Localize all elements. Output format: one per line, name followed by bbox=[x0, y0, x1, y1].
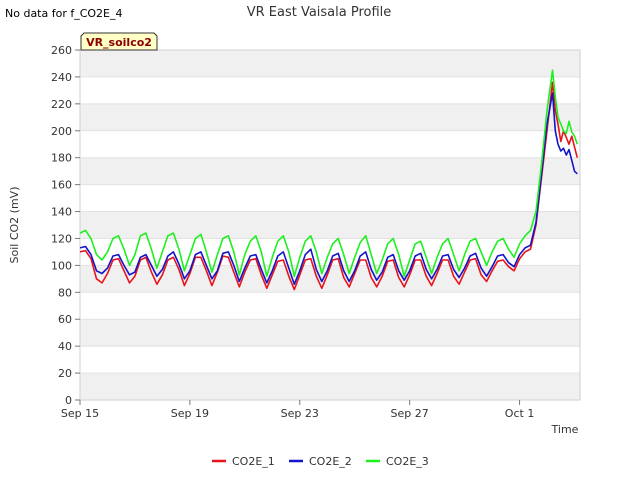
series-line-co2e_1 bbox=[79, 81, 579, 291]
y-axis-label: Soil CO2 (mV) bbox=[8, 187, 21, 264]
x-tick-label: Sep 15 bbox=[61, 407, 99, 420]
series-lines bbox=[79, 69, 579, 291]
series-line-co2e_2 bbox=[79, 92, 578, 286]
legend: CO2E_1 CO2E_2 CO2E_3 bbox=[212, 455, 429, 468]
grid-band bbox=[80, 319, 580, 347]
y-tick-label: 180 bbox=[51, 152, 72, 165]
x-axis-label: Time bbox=[551, 423, 579, 436]
y-tick-label: 100 bbox=[51, 259, 72, 272]
y-tick-label: 120 bbox=[51, 232, 72, 245]
y-tick-label: 260 bbox=[51, 44, 72, 57]
x-tick-label: Sep 19 bbox=[171, 407, 209, 420]
grid-band bbox=[80, 103, 580, 131]
legend-label: CO2E_1 bbox=[232, 455, 275, 468]
y-axis-ticks: 0 20 40 60 80 100 120 140 160 180 200 220 240 260 bbox=[51, 44, 80, 407]
no-data-note: No data for f_CO2E_4 bbox=[5, 7, 123, 20]
y-tick-label: 240 bbox=[51, 71, 72, 84]
y-tick-label: 160 bbox=[51, 179, 72, 192]
x-axis-ticks: Sep 15 Sep 19 Sep 23 Sep 27 Oct 1 bbox=[61, 400, 534, 420]
plot-bands bbox=[80, 49, 580, 401]
plot-frame bbox=[79, 49, 581, 401]
site-badge-label: VR_soilco2 bbox=[86, 36, 152, 49]
grid-band bbox=[80, 265, 580, 293]
y-tick-label: 220 bbox=[51, 98, 72, 111]
y-tick-label: 200 bbox=[51, 125, 72, 138]
chart-title: VR East Vaisala Profile bbox=[247, 5, 392, 20]
grid-band bbox=[80, 211, 580, 239]
grid-band bbox=[80, 50, 580, 77]
legend-label: CO2E_3 bbox=[386, 455, 429, 468]
x-tick-label: Oct 1 bbox=[505, 407, 535, 420]
y-tick-label: 40 bbox=[58, 340, 72, 353]
y-tick-label: 20 bbox=[58, 367, 72, 380]
grid-band bbox=[80, 157, 580, 185]
legend-label: CO2E_2 bbox=[309, 455, 352, 468]
y-tick-label: 140 bbox=[51, 206, 72, 219]
y-tick-label: 80 bbox=[58, 286, 72, 299]
x-tick-label: Sep 27 bbox=[391, 407, 429, 420]
y-tick-label: 60 bbox=[58, 313, 72, 326]
grid-band bbox=[80, 373, 580, 400]
y-tick-label: 0 bbox=[65, 394, 72, 407]
series-line-co2e_3 bbox=[79, 69, 579, 278]
x-tick-label: Sep 23 bbox=[281, 407, 319, 420]
site-badge: VR_soilco2 bbox=[80, 32, 158, 51]
